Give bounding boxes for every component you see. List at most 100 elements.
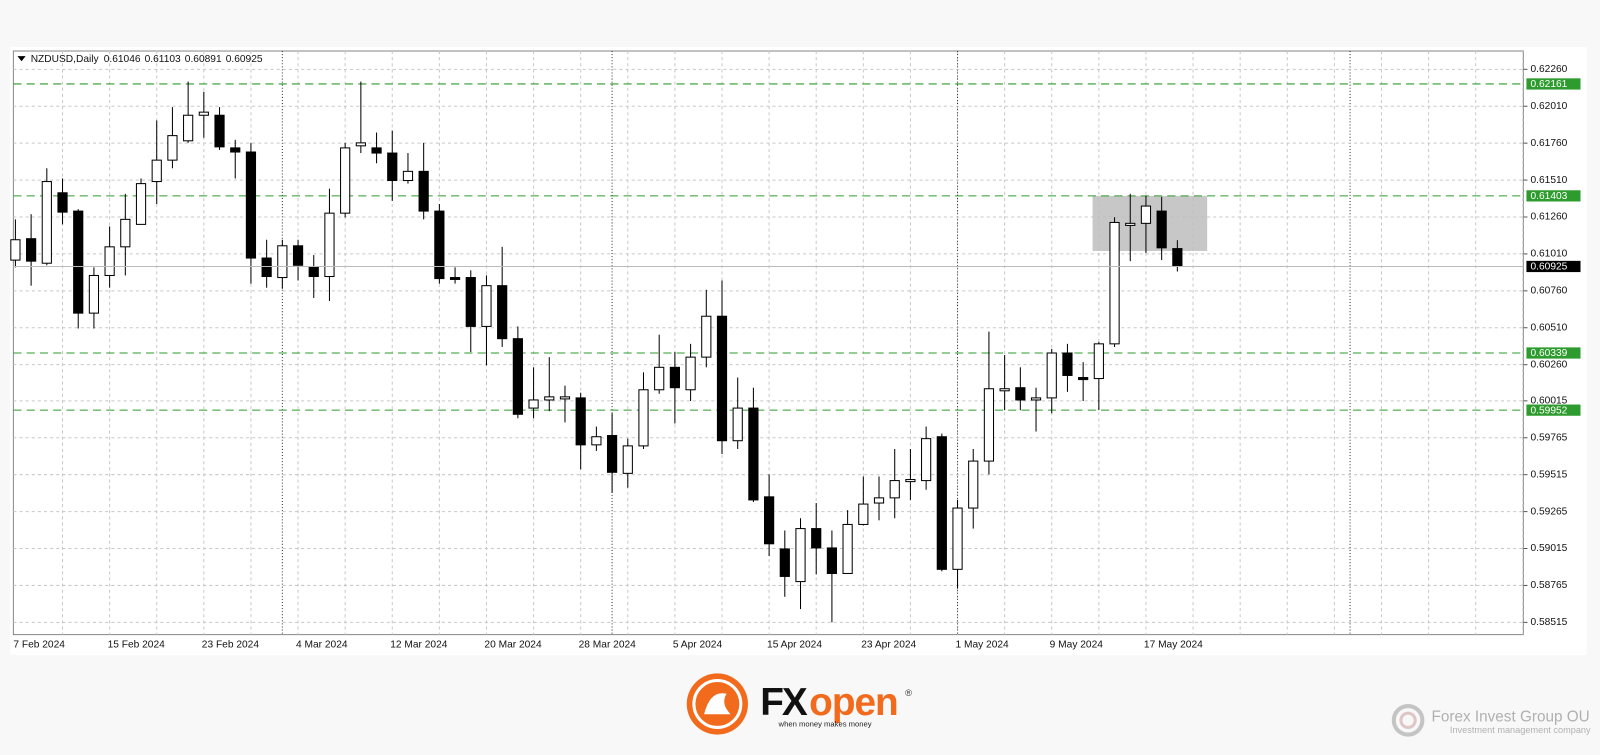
candle-body — [465, 277, 476, 327]
x-tick-label: 15 Apr 2024 — [767, 639, 822, 650]
candle-body — [387, 152, 398, 182]
brand-tagline: when money makes money — [778, 719, 872, 728]
candle-body — [889, 480, 900, 499]
candle-body — [544, 396, 555, 401]
candle-body — [512, 338, 523, 415]
y-tick-label: 0.62010 — [1531, 101, 1568, 112]
candle-body — [292, 245, 304, 266]
candle-body — [701, 315, 712, 358]
candle-body — [1125, 222, 1136, 226]
header-open: 0.61046 — [104, 54, 141, 65]
candle-body — [324, 212, 335, 278]
candle-body — [905, 479, 916, 483]
candle-body — [1030, 397, 1042, 401]
candle-body — [1015, 387, 1026, 401]
candle-body — [261, 257, 272, 278]
plot-frame — [12, 50, 1524, 636]
level-label-bg — [1526, 78, 1581, 90]
x-tick-label: 23 Apr 2024 — [861, 639, 916, 650]
candle-body — [795, 528, 806, 583]
x-tick-label: 28 Mar 2024 — [579, 639, 637, 650]
candle-body — [811, 528, 822, 549]
x-tick-label: 5 Apr 2024 — [673, 639, 723, 650]
level-label-bg — [1526, 347, 1581, 359]
candle-body — [685, 356, 696, 391]
menu-arrow[interactable] — [17, 56, 26, 62]
candle-body — [528, 399, 539, 409]
candle-body — [167, 135, 178, 161]
y-tick-label: 0.61760 — [1531, 138, 1568, 149]
candle-body — [151, 159, 162, 183]
y-tick-label: 0.58765 — [1531, 580, 1568, 591]
y-tick-label: 0.60760 — [1531, 286, 1568, 297]
candle-body — [716, 315, 728, 442]
candle-body — [952, 507, 963, 570]
x-tick-label: 1 May 2024 — [955, 639, 1009, 650]
chart-title: NZDUSD,Daily — [31, 54, 100, 65]
candle-body — [559, 396, 571, 400]
logo-ring — [692, 678, 743, 729]
company-icon-inner — [1399, 711, 1417, 729]
candle-body — [1109, 221, 1120, 345]
candle-body — [73, 210, 84, 314]
candle-body — [214, 114, 225, 148]
candle-body — [1062, 352, 1073, 376]
labels: 0.62260 0.62010 0.61760 0.61510 0.61260 0.610… — [13, 64, 1581, 650]
candle-body — [183, 114, 194, 142]
candle-body — [88, 274, 100, 314]
x-tick-label: 17 May 2024 — [1144, 639, 1203, 650]
candle-body — [669, 366, 680, 389]
brand-fx: FX — [760, 681, 808, 724]
x-tick-label: 12 Mar 2024 — [390, 639, 448, 650]
candle-body — [764, 496, 775, 545]
candle-body — [983, 388, 995, 462]
candle-body — [873, 497, 885, 504]
grid — [13, 51, 1528, 635]
company-sub: Investment management company — [1450, 725, 1591, 735]
candle-body — [418, 170, 429, 212]
y-tick-label: 0.61510 — [1531, 175, 1568, 186]
candle-body — [340, 147, 351, 214]
fxopen-logo: FX open ® when money makes money — [686, 673, 912, 735]
candle-body — [434, 210, 445, 280]
company-logo: Forex Invest Group OU Investment managem… — [1391, 703, 1591, 737]
candle-body — [999, 388, 1010, 392]
header-low: 0.60891 — [185, 54, 222, 65]
current-price-bg — [1526, 260, 1581, 273]
registered-mark: ® — [905, 688, 912, 698]
level-label-bg — [1526, 404, 1581, 416]
candle-body — [135, 183, 147, 225]
candle-body — [120, 218, 131, 248]
level-label-bg — [1526, 190, 1581, 202]
level-label: 0.59952 — [1531, 405, 1568, 416]
candle-body — [245, 151, 257, 259]
candle-body — [606, 435, 618, 473]
level-label: 0.62161 — [1531, 79, 1568, 90]
candle-body — [41, 181, 52, 264]
y-tick-label: 0.59015 — [1531, 543, 1568, 554]
candle-body — [449, 277, 461, 280]
y-tick-label: 0.60510 — [1531, 322, 1568, 333]
y-tick-label: 0.60015 — [1531, 396, 1568, 407]
candle-body — [654, 366, 665, 391]
candle-body — [26, 238, 37, 262]
candle-body — [921, 438, 932, 482]
header-close: 0.60925 — [226, 54, 263, 65]
candle-body — [575, 397, 586, 446]
candle-body — [1172, 248, 1183, 267]
candle-body — [481, 285, 492, 327]
y-tick-label: 0.58515 — [1531, 617, 1568, 628]
x-tick-label: 23 Feb 2024 — [202, 639, 260, 650]
candle-body — [277, 245, 288, 279]
candle-body — [779, 548, 790, 577]
candle-body — [1140, 205, 1152, 224]
y-tick-label: 0.59265 — [1531, 506, 1568, 517]
candle-body — [57, 192, 68, 213]
candle-body — [198, 111, 209, 116]
x-tick-label: 9 May 2024 — [1050, 639, 1104, 650]
candle-body — [622, 445, 633, 474]
candle-body — [308, 266, 319, 278]
level-label: 0.60339 — [1531, 348, 1568, 359]
